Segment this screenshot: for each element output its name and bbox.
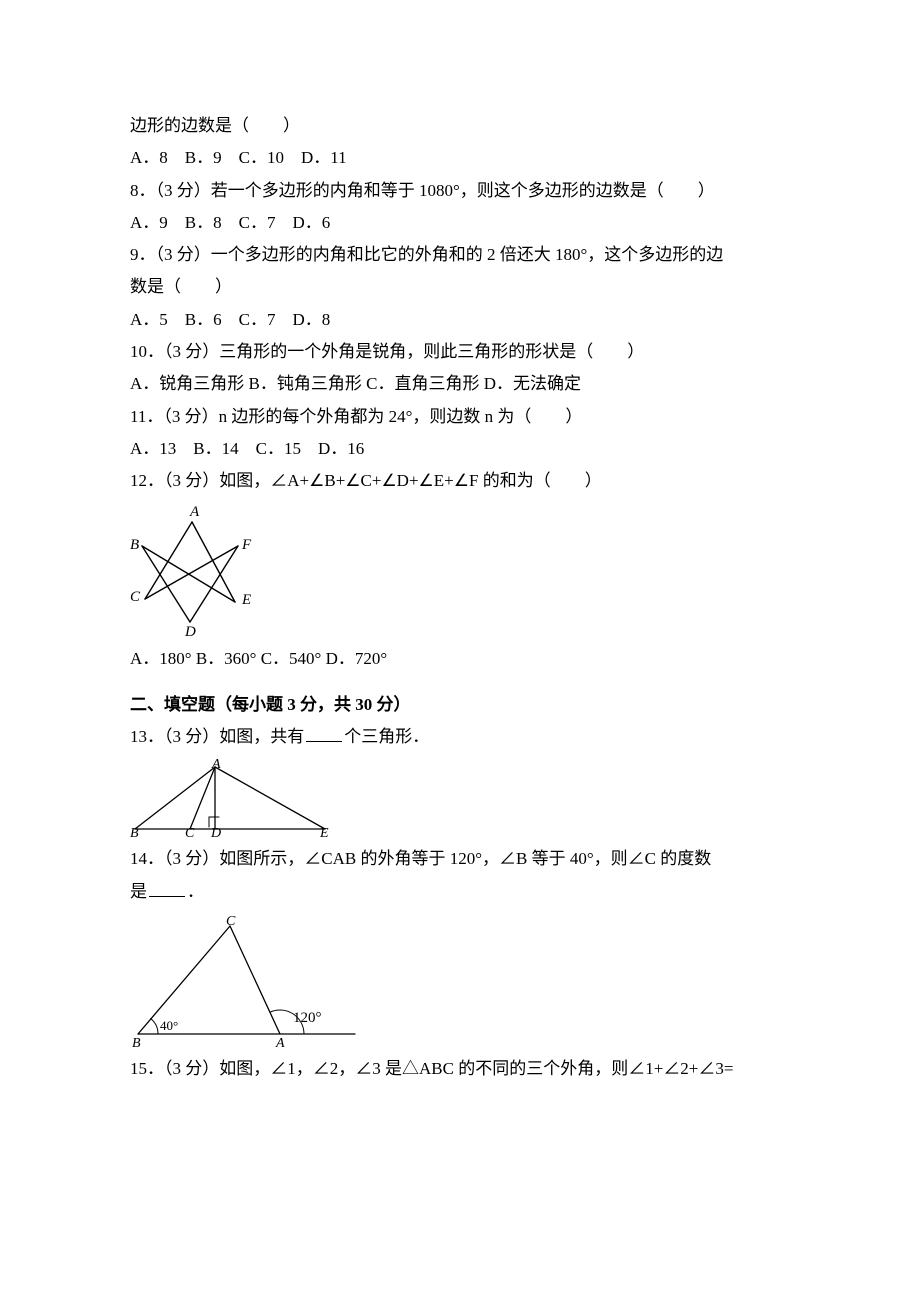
q8-stem: 8．（3 分）若一个多边形的内角和等于 1080°，则这个多边形的边数是（ ） bbox=[130, 175, 790, 207]
q12-options: A．180° B．360° C．540° D．720° bbox=[130, 643, 790, 675]
q7-options: A．8 B．9 C．10 D．11 bbox=[130, 142, 790, 174]
q12-stem: 12．（3 分）如图，∠A+∠B+∠C+∠D+∠E+∠F 的和为（ ） bbox=[130, 465, 790, 497]
svg-text:A: A bbox=[275, 1036, 285, 1049]
q13-figure: A B C D E bbox=[130, 759, 790, 839]
q9-stem-line2: 数是（ ） bbox=[130, 271, 790, 303]
q14-blank bbox=[149, 880, 185, 896]
q13-blank bbox=[306, 726, 342, 742]
svg-text:B: B bbox=[130, 537, 139, 553]
svg-text:D: D bbox=[210, 826, 221, 839]
q10-stem: 10．（3 分）三角形的一个外角是锐角，则此三角形的形状是（ ） bbox=[130, 336, 790, 368]
q13-text-a: 13．（3 分）如图，共有 bbox=[130, 727, 304, 746]
svg-text:C: C bbox=[130, 589, 141, 605]
q7-tail: 边形的边数是（ ） bbox=[130, 110, 790, 142]
q10-options: A．锐角三角形 B．钝角三角形 C．直角三角形 D．无法确定 bbox=[130, 368, 790, 400]
q13-stem: 13．（3 分）如图，共有 个三角形． bbox=[130, 721, 790, 753]
q14-text-b: 是 bbox=[130, 882, 147, 901]
svg-text:40°: 40° bbox=[160, 1018, 178, 1033]
exam-page: 边形的边数是（ ） A．8 B．9 C．10 D．11 8．（3 分）若一个多边… bbox=[0, 0, 920, 1302]
q8-options: A．9 B．8 C．7 D．6 bbox=[130, 207, 790, 239]
q11-options: A．13 B．14 C．15 D．16 bbox=[130, 433, 790, 465]
q14-stem-line2: 是． bbox=[130, 876, 790, 908]
svg-text:E: E bbox=[319, 826, 329, 839]
svg-text:120°: 120° bbox=[293, 1010, 322, 1026]
q14-text-c: ． bbox=[187, 882, 204, 901]
svg-text:C: C bbox=[226, 914, 236, 929]
q13-text-b: 个三角形． bbox=[344, 727, 429, 746]
q12-figure: A B C D E F bbox=[130, 504, 790, 639]
q15-stem: 15．（3 分）如图，∠1，∠2，∠3 是△ABC 的不同的三个外角，则∠1+∠… bbox=[130, 1053, 790, 1085]
svg-text:D: D bbox=[184, 624, 196, 639]
section-2-title: 二、填空题（每小题 3 分，共 30 分） bbox=[130, 689, 790, 721]
svg-text:F: F bbox=[241, 537, 252, 553]
svg-text:E: E bbox=[241, 592, 251, 608]
q14-stem-line1: 14．（3 分）如图所示，∠CAB 的外角等于 120°，∠B 等于 40°，则… bbox=[130, 843, 790, 875]
svg-text:A: A bbox=[211, 759, 221, 772]
svg-text:B: B bbox=[132, 1036, 141, 1049]
q9-options: A．5 B．6 C．7 D．8 bbox=[130, 304, 790, 336]
q14-figure: 40° 120° B A C bbox=[130, 914, 790, 1049]
q11-stem: 11．（3 分）n 边形的每个外角都为 24°，则边数 n 为（ ） bbox=[130, 401, 790, 433]
svg-text:A: A bbox=[189, 504, 200, 520]
q9-stem-line1: 9．（3 分）一个多边形的内角和比它的外角和的 2 倍还大 180°，这个多边形… bbox=[130, 239, 790, 271]
svg-text:C: C bbox=[185, 826, 195, 839]
svg-text:B: B bbox=[130, 826, 139, 839]
